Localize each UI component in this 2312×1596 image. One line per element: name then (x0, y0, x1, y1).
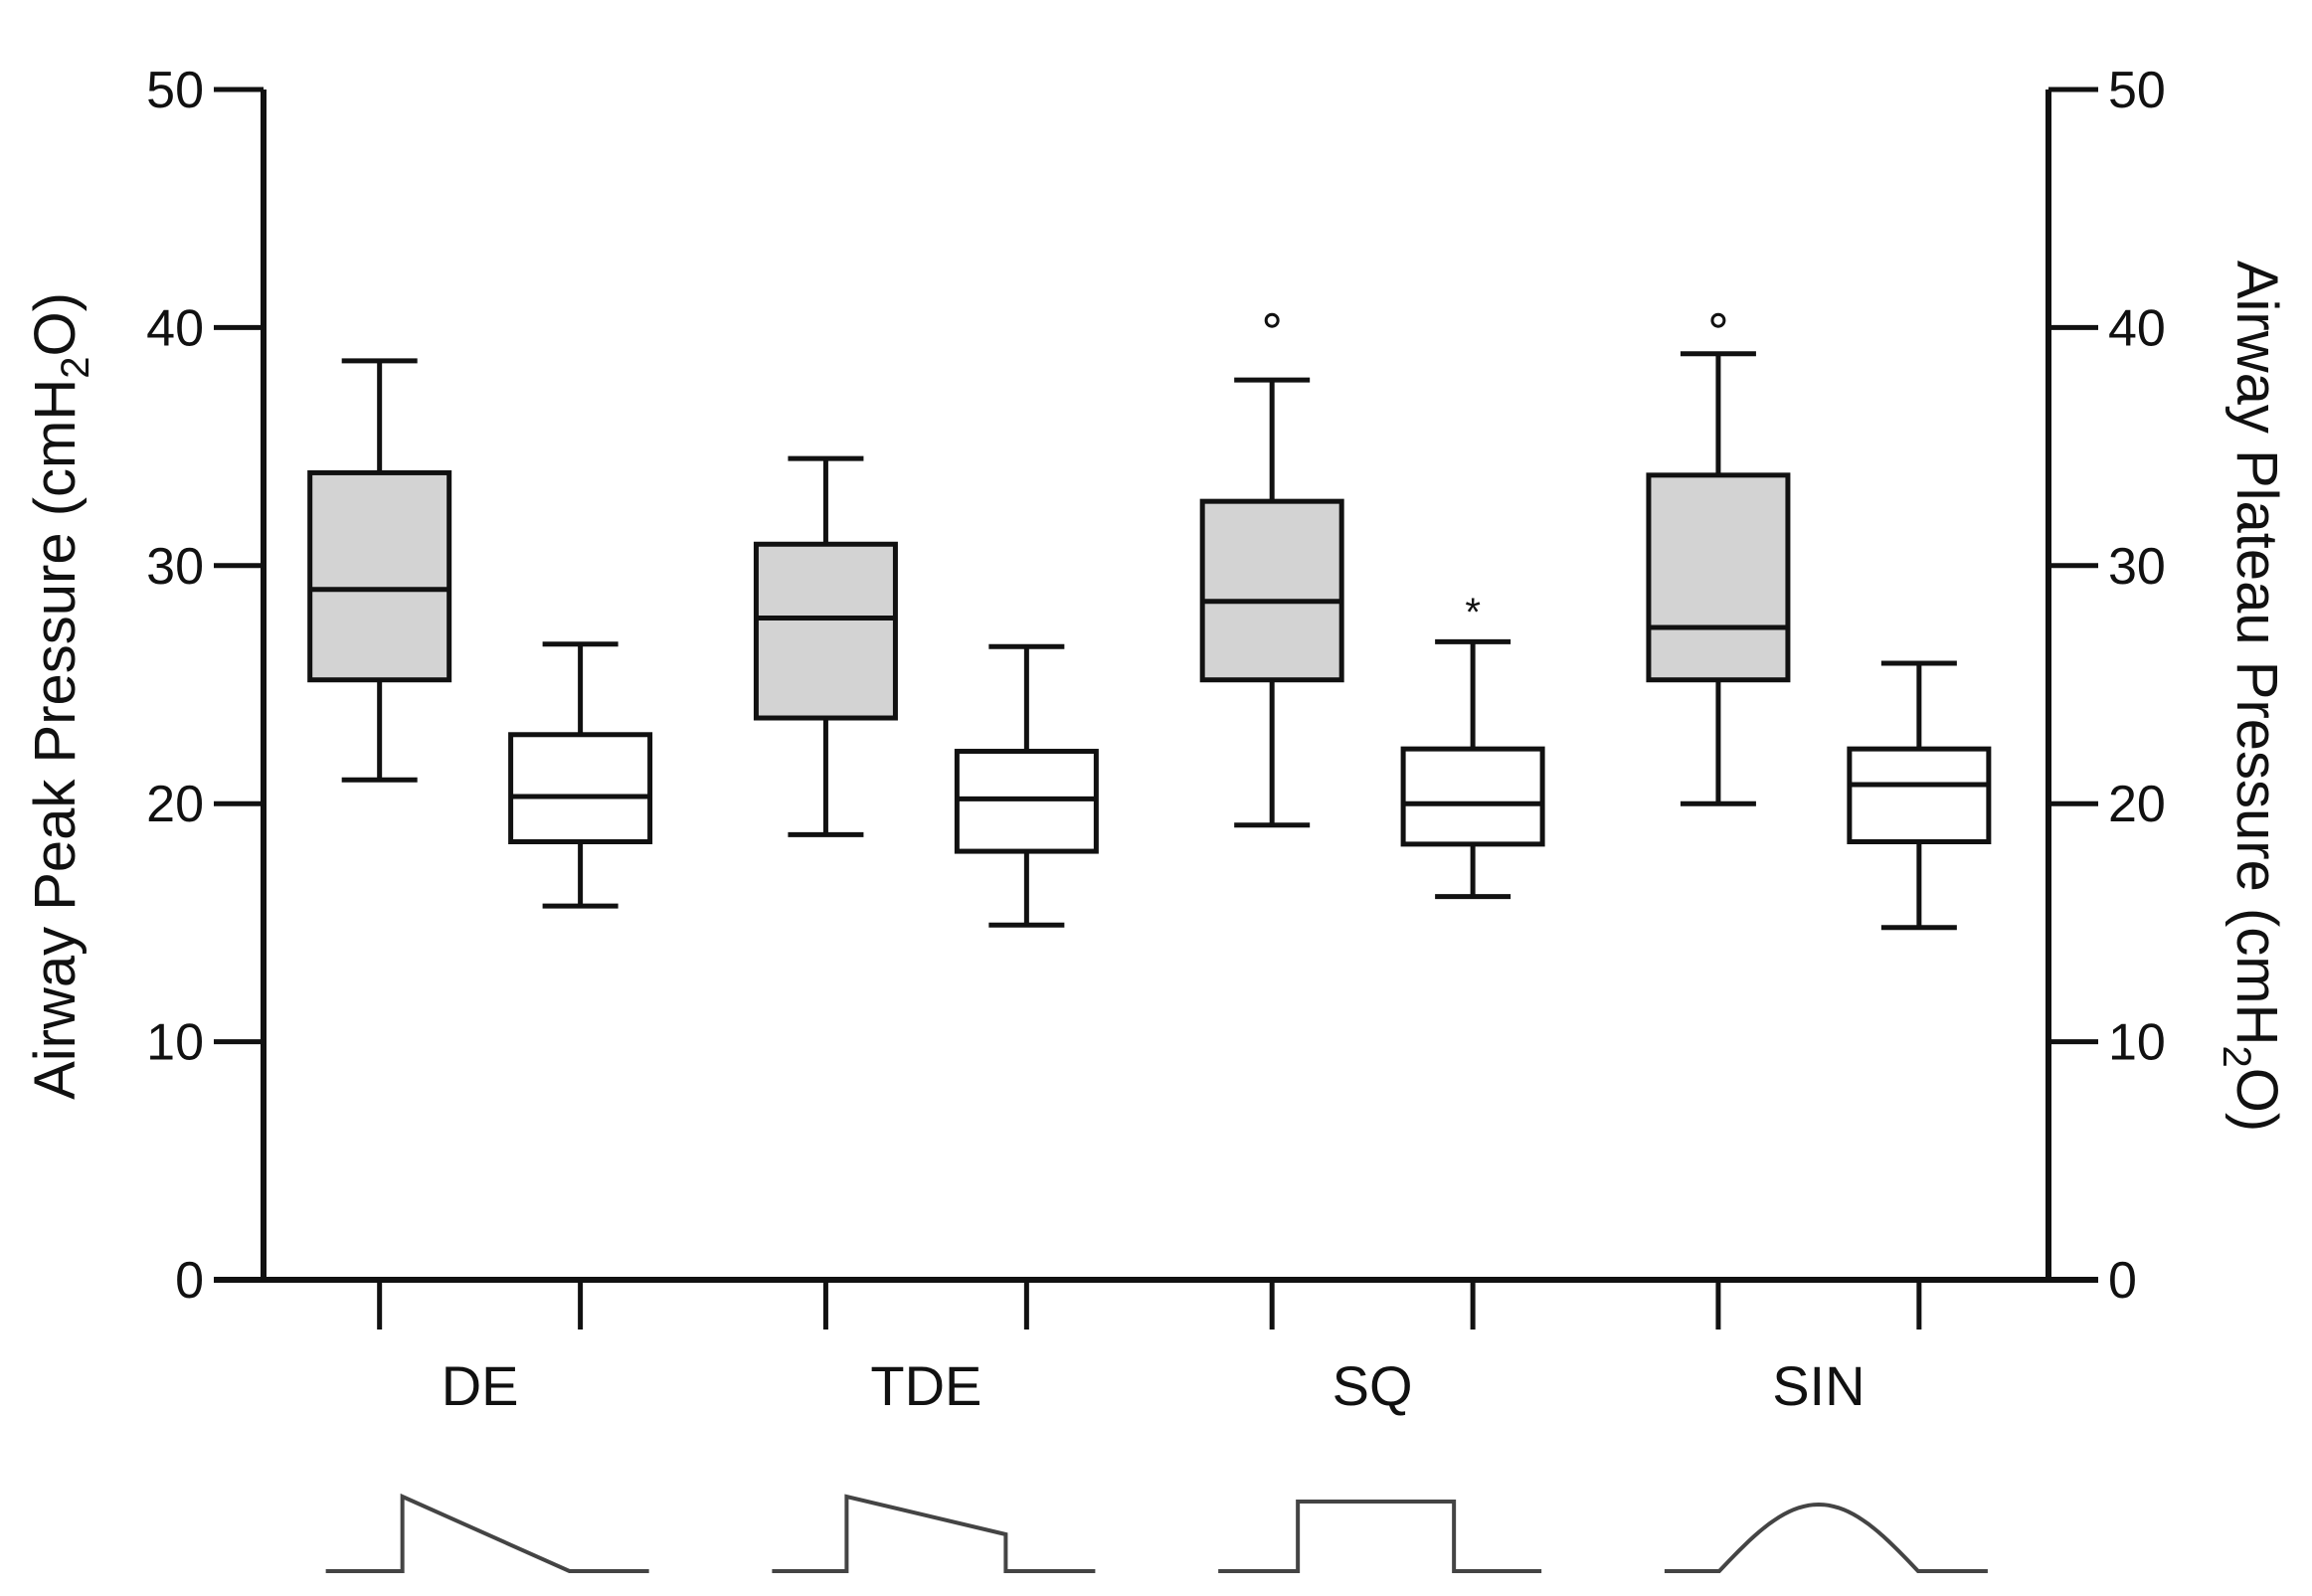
peak-sin-outlier-circle (1710, 312, 1726, 328)
labels: Airway Peak Pressure (cmH2O) Airway Plat… (23, 62, 2289, 1417)
peak-sin-iqr-box (1646, 472, 1791, 683)
plateau-tde-box-group (954, 643, 1099, 928)
plateau-sq-box-group: * (1400, 591, 1545, 900)
y-left-tick-label: 30 (146, 538, 204, 596)
y-left-tick-label: 20 (146, 776, 204, 833)
y-right-tick-label: 50 (2108, 62, 2166, 119)
plateau-de-iqr-box (508, 732, 653, 845)
plateau-sq-iqr-box (1400, 746, 1545, 847)
peak-tde-iqr-box (753, 541, 898, 721)
group-label-de: DE (442, 1354, 519, 1417)
y-right-tick-label: 30 (2108, 538, 2166, 596)
y-right-tick-label: 40 (2108, 299, 2166, 357)
peak-sq-outlier-circle (1264, 312, 1280, 328)
waveform-sin (1664, 1502, 1988, 1573)
plateau-de-box-group (508, 641, 653, 909)
plateau-sin-iqr-box (1847, 746, 1992, 845)
axes (214, 87, 2098, 1330)
y-right-axis-title: Airway Plateau Pressure (cmH2O) (2215, 261, 2289, 1132)
y-right-tick-label: 10 (2108, 1014, 2166, 1072)
plateau-sin-box-group (1847, 660, 1992, 931)
peak-sq-iqr-box (1199, 498, 1344, 683)
y-right-tick-label: 20 (2108, 776, 2166, 833)
waveform-tde (772, 1494, 1096, 1573)
group-label-tde: TDE (870, 1354, 981, 1417)
waveform-de (325, 1493, 649, 1573)
y-left-tick-label: 10 (146, 1014, 204, 1072)
y-left-tick-label: 0 (175, 1252, 204, 1310)
peak-sin-box-group (1646, 312, 1791, 806)
waveform-icons (325, 1493, 1988, 1573)
peak-de-iqr-box (307, 469, 452, 683)
boxes: * (307, 312, 1992, 931)
waveform-sq (1218, 1500, 1542, 1573)
peak-tde-box-group (753, 455, 898, 837)
y-right-tick-label: 0 (2108, 1252, 2137, 1310)
plateau-sq-outlier-star: * (1465, 591, 1481, 634)
y-left-tick-label: 40 (146, 299, 204, 357)
group-label-sin: SIN (1772, 1354, 1865, 1417)
peak-sq-box-group (1199, 312, 1344, 828)
peak-de-box-group (307, 358, 452, 783)
y-left-axis-title: Airway Peak Pressure (cmH2O) (23, 292, 97, 1100)
y-left-tick-label: 50 (146, 62, 204, 119)
group-label-sq: SQ (1333, 1354, 1413, 1417)
